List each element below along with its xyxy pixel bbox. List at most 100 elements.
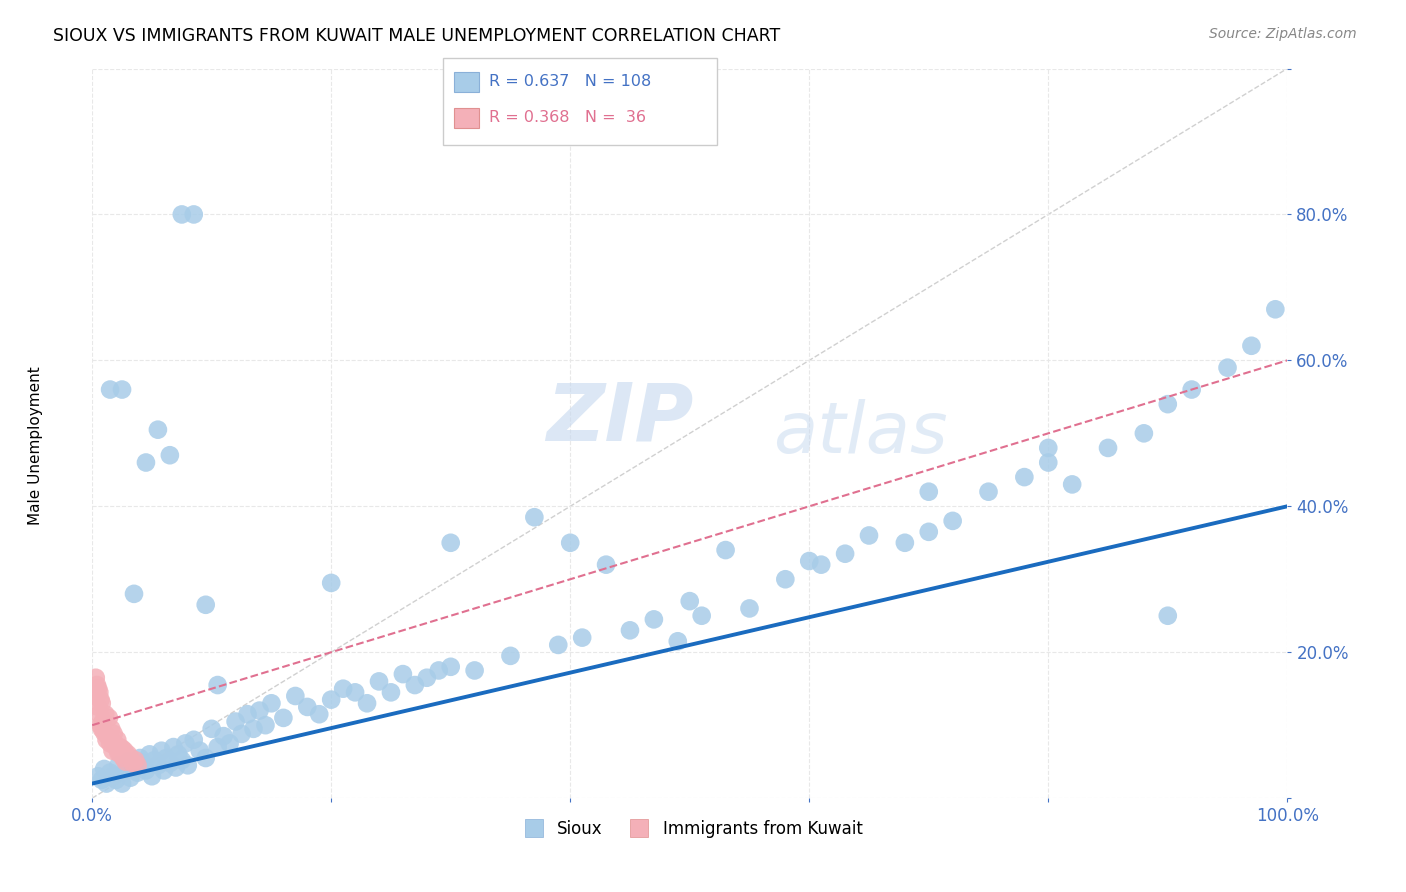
Point (107, 758, 129, 772)
Point (308, 707, 330, 722)
Point (122, 760, 145, 774)
Point (775, 572, 797, 586)
Point (547, 638, 569, 652)
Point (159, 756, 181, 771)
Point (499, 648, 522, 663)
Point (150, 744, 173, 758)
Point (90, 692, 112, 706)
Point (236, 707, 259, 722)
Point (120, 771, 142, 785)
Point (1157, 397, 1180, 411)
Point (810, 558, 832, 572)
Point (111, 383, 134, 397)
Point (167, 747, 190, 762)
Point (94, 707, 117, 722)
Point (135, 764, 157, 778)
Point (332, 681, 354, 696)
Point (112, 751, 135, 765)
Point (162, 740, 184, 755)
Point (91, 714, 114, 729)
Text: Male Unemployment: Male Unemployment (28, 367, 42, 525)
Point (249, 704, 271, 718)
Point (96, 776, 118, 790)
Point (165, 760, 187, 774)
Point (894, 535, 917, 549)
Point (427, 664, 450, 678)
Point (170, 207, 193, 221)
Point (143, 753, 166, 767)
Point (1014, 470, 1036, 484)
Point (98, 765, 121, 780)
Point (90, 772, 112, 787)
Point (105, 740, 128, 755)
Point (666, 634, 689, 648)
Point (1038, 456, 1060, 470)
Point (201, 722, 224, 736)
Point (183, 732, 205, 747)
Point (1062, 477, 1084, 491)
Point (129, 751, 152, 765)
Point (131, 756, 153, 771)
Point (218, 736, 240, 750)
Point (679, 594, 702, 608)
Point (464, 664, 486, 678)
Point (1216, 360, 1239, 375)
Point (212, 729, 235, 743)
Point (523, 510, 546, 524)
Point (127, 765, 149, 780)
Point (104, 736, 127, 750)
Point (1097, 441, 1119, 455)
Point (194, 598, 217, 612)
Point (1133, 426, 1156, 441)
Point (170, 753, 193, 767)
Point (1038, 441, 1060, 455)
Point (100, 722, 122, 736)
Point (103, 769, 125, 783)
Point (153, 764, 176, 778)
Point (207, 740, 229, 755)
Point (159, 448, 181, 462)
Point (90, 722, 112, 736)
Point (146, 758, 169, 772)
Point (155, 751, 177, 765)
Text: SIOUX VS IMMIGRANTS FROM KUWAIT MALE UNEMPLOYMENT CORRELATION CHART: SIOUX VS IMMIGRANTS FROM KUWAIT MALE UNE… (53, 27, 780, 45)
Point (183, 207, 205, 221)
Point (93, 725, 115, 739)
Point (87, 769, 110, 783)
Point (643, 612, 665, 626)
Point (138, 747, 160, 762)
Point (273, 711, 295, 725)
Point (858, 528, 880, 542)
Point (416, 671, 439, 685)
Point (84, 689, 107, 703)
Point (117, 747, 139, 762)
Point (404, 678, 426, 692)
Point (90, 696, 112, 710)
Point (96, 732, 118, 747)
Point (1181, 383, 1204, 397)
Point (321, 692, 343, 706)
Point (111, 776, 134, 790)
Point (127, 758, 149, 772)
Text: atlas: atlas (773, 399, 948, 467)
Point (595, 558, 617, 572)
Text: R = 0.637   N = 108: R = 0.637 N = 108 (489, 74, 651, 89)
Point (344, 685, 367, 699)
Point (110, 747, 132, 762)
Point (799, 554, 821, 568)
Point (1264, 302, 1286, 317)
Point (107, 746, 129, 760)
Point (141, 769, 163, 783)
Point (114, 744, 136, 758)
Point (368, 674, 391, 689)
Point (111, 741, 134, 756)
Point (114, 755, 136, 769)
Point (231, 727, 253, 741)
Point (714, 543, 737, 558)
Point (440, 535, 463, 549)
Text: R = 0.368   N =  36: R = 0.368 N = 36 (489, 110, 647, 125)
Point (177, 758, 200, 772)
Point (146, 423, 169, 437)
Point (321, 575, 343, 590)
Point (690, 608, 713, 623)
